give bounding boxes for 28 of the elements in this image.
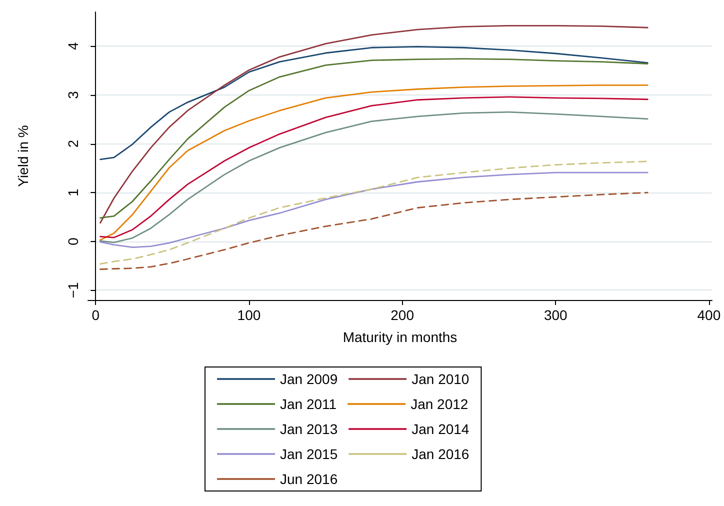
y-tick-label: 3 bbox=[65, 90, 81, 99]
line-series bbox=[100, 192, 648, 270]
legend-label: Jan 2012 bbox=[410, 396, 468, 412]
x-tick-label: 200 bbox=[390, 307, 414, 323]
legend-label: Jan 2011 bbox=[280, 396, 337, 412]
x-tick-label: 400 bbox=[697, 307, 721, 323]
y-tick-label: 2 bbox=[65, 140, 81, 148]
y-axis-title: Yield in % bbox=[15, 125, 31, 187]
x-tick-label: 300 bbox=[544, 307, 568, 323]
line-series bbox=[100, 24, 648, 224]
y-tick-label: 0 bbox=[65, 237, 81, 246]
legend-label: Jan 2016 bbox=[412, 446, 470, 462]
y-tick-label: −1 bbox=[65, 282, 81, 298]
legend-label: Jan 2010 bbox=[412, 371, 470, 387]
line-series bbox=[100, 172, 648, 248]
x-tick-label: 100 bbox=[237, 307, 261, 323]
legend-label: Jun 2016 bbox=[280, 471, 338, 487]
line-series bbox=[100, 58, 648, 219]
line-series bbox=[100, 46, 648, 160]
legend-label: Jan 2009 bbox=[280, 371, 338, 387]
line-series bbox=[100, 160, 648, 265]
legend-label: Jan 2015 bbox=[280, 446, 338, 462]
y-tick-label: 1 bbox=[65, 188, 81, 197]
legend-label: Jan 2013 bbox=[280, 421, 338, 437]
x-tick-label: 0 bbox=[92, 307, 100, 323]
y-tick-label: 4 bbox=[65, 42, 81, 50]
x-axis-title: Maturity in months bbox=[342, 329, 458, 345]
legend-label: Jan 2014 bbox=[412, 421, 470, 437]
